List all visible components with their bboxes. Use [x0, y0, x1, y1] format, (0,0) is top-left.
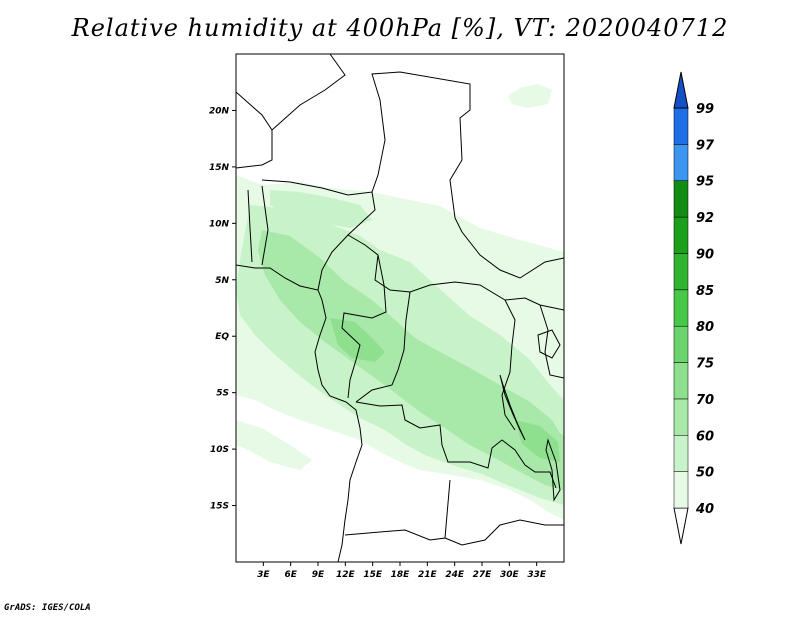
humidity-region-south: [236, 420, 312, 470]
lat-tick-label: 10S: [210, 445, 229, 455]
colorbar-segment: [673, 435, 689, 472]
coastline: [236, 264, 363, 562]
border-north-west: [236, 54, 346, 169]
colorbar-segment: [673, 398, 689, 436]
colorbar-label: 80: [696, 320, 714, 335]
lake-victoria: [537, 329, 561, 359]
humidity-region-sahel: [270, 190, 372, 228]
colorbar-segment: [673, 289, 689, 327]
humidity-shading: [236, 84, 564, 520]
lon-tick-label: 9E: [312, 570, 325, 580]
lon-tick-label: 6E: [284, 570, 297, 580]
lake-tanganyika: [499, 374, 526, 441]
colorbar-upper-arrow: [673, 71, 689, 109]
lon-tick-label: 18E: [391, 570, 411, 580]
border-nigeria: [261, 179, 376, 291]
longitude-axis: 3E 6E 9E 12E 15E 18E 21E 24E 27E 30E 33E: [257, 562, 547, 580]
lat-tick-label: 5N: [215, 276, 229, 286]
lake-malawi: [545, 438, 561, 502]
colorbar-segment: [673, 216, 689, 254]
humidity-region-north: [508, 84, 552, 108]
humidity-region-core: [258, 230, 564, 490]
colorbar-segment: [673, 362, 689, 400]
colorbar-label: 92: [696, 211, 714, 226]
colorbar-segment: [673, 471, 689, 509]
lat-tick-label: 10N: [209, 219, 230, 229]
border-chad-sudan: [371, 71, 564, 279]
colorbar-label: 50: [696, 466, 714, 481]
colorbar-label: 70: [696, 393, 714, 408]
lat-tick-label: EQ: [215, 332, 229, 342]
lat-tick-label: 5S: [216, 389, 229, 399]
lon-tick-label: 3E: [257, 570, 270, 580]
latitude-axis: 20N 15N 10N 5N EQ 5S 10S 15S: [209, 106, 236, 512]
colorbar-label: 99: [696, 102, 714, 117]
colorbar-label: 97: [696, 138, 715, 153]
colorbar-label: 85: [696, 284, 714, 299]
colorbar-label: 95: [696, 175, 714, 190]
colorbar: 40 50 60 70 75 80 85 90 92 95 97 99: [673, 71, 715, 545]
map-title: Relative humidity at 400hPa [%], VT: 202…: [71, 14, 729, 42]
colorbar-lower-arrow: [673, 507, 689, 545]
colorbar-label: 75: [696, 357, 714, 372]
border-west-africa: [247, 185, 269, 266]
colorbar-segment: [673, 107, 689, 145]
colorbar-segment: [673, 180, 689, 218]
humidity-region-peak-east: [515, 420, 560, 462]
political-boundaries: [236, 54, 564, 562]
lon-tick-label: 27E: [473, 570, 493, 580]
lon-tick-label: 30E: [500, 570, 520, 580]
lon-tick-label: 15E: [363, 570, 383, 580]
lon-tick-label: 12E: [336, 570, 356, 580]
lon-tick-label: 21E: [418, 570, 438, 580]
lon-tick-label: 24E: [445, 570, 465, 580]
colorbar-label: 40: [695, 502, 714, 517]
lat-tick-label: 15S: [210, 502, 229, 512]
colorbar-segment: [673, 253, 689, 291]
border-drc-angola: [355, 401, 557, 489]
border-congo-drc: [341, 254, 411, 403]
colorbar-label: 90: [696, 247, 714, 262]
lat-tick-label: 15N: [209, 163, 230, 173]
grads-credit: GrADS: IGES/COLA: [4, 603, 91, 613]
colorbar-label: 60: [696, 429, 714, 444]
border-eastern: [501, 299, 564, 431]
colorbar-segment: [673, 144, 689, 181]
border-angola-south: [344, 479, 564, 546]
lat-tick-label: 20N: [209, 106, 230, 116]
lon-tick-label: 33E: [527, 570, 547, 580]
colorbar-segment: [673, 325, 689, 363]
